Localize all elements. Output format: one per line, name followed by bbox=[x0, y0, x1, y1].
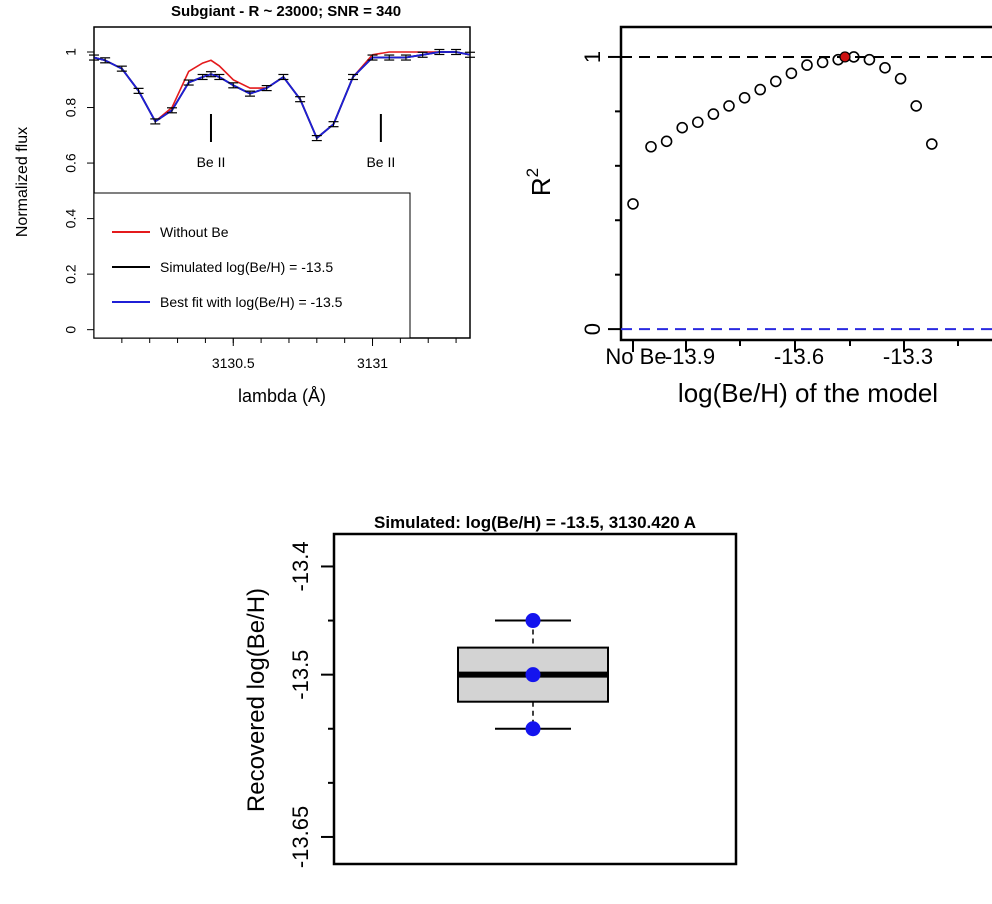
spectrum-y-axis: 0 0.2 0.4 0.6 0.8 1 bbox=[63, 48, 94, 334]
r2-point bbox=[676, 121, 689, 134]
recovered-point bbox=[525, 613, 541, 629]
legend-entry-best-fit: Best fit with log(Be/H) = -13.5 bbox=[160, 294, 343, 310]
y-tick-label: 0.4 bbox=[63, 209, 79, 229]
x-tick-label: No Be bbox=[605, 344, 666, 369]
r2-y-axis: 01 bbox=[580, 51, 621, 335]
r2-point bbox=[627, 198, 639, 210]
series-line-simulated bbox=[93, 51, 471, 140]
spectrum-x-axis: 3130.5 3131 bbox=[121, 338, 457, 371]
annotation-label: Be II bbox=[197, 154, 226, 170]
spectrum-legend: Without Be Simulated log(Be/H) = -13.5 B… bbox=[93, 192, 411, 339]
r2-point bbox=[801, 59, 813, 71]
series-line-without-be bbox=[93, 51, 471, 140]
r2-point bbox=[691, 116, 704, 129]
y-tick-label: -13.4 bbox=[288, 541, 313, 591]
r2-point bbox=[925, 138, 938, 150]
y-tick-label: 0.2 bbox=[63, 264, 79, 284]
legend-entry-simulated: Simulated log(Be/H) = -13.5 bbox=[160, 259, 333, 275]
r2-point bbox=[910, 100, 923, 112]
x-tick-label: 3130.5 bbox=[212, 355, 255, 371]
r2-point bbox=[816, 56, 829, 69]
r2-points bbox=[627, 51, 938, 210]
r2-point bbox=[879, 62, 891, 74]
r2-y-label: R2 bbox=[523, 168, 556, 196]
r2-point bbox=[894, 72, 907, 85]
r2-x-label: log(Be/H) of the model bbox=[678, 378, 938, 408]
y-tick-label: 0.8 bbox=[63, 98, 79, 118]
spectrum-observed-points bbox=[89, 48, 475, 142]
r2-point bbox=[754, 83, 767, 96]
y-tick-label: 0.6 bbox=[63, 153, 79, 173]
x-tick-label: -13.9 bbox=[665, 344, 715, 369]
y-tick-label: -13.65 bbox=[288, 806, 313, 868]
r2-point bbox=[660, 135, 673, 148]
y-tick-label: 0 bbox=[580, 323, 605, 335]
boxplot-y-axis: -13.4 -13.5 -13.65 bbox=[288, 541, 334, 868]
series-line-best-fit bbox=[93, 51, 471, 140]
r2-point bbox=[769, 75, 782, 88]
y-tick-label: 0 bbox=[63, 326, 79, 334]
spectrum-panel: Subgiant - R ~ 23000; SNR = 340 00.20.40… bbox=[14, 3, 475, 406]
spectrum-y-label: Normalized flux bbox=[14, 127, 31, 237]
r2-point bbox=[785, 67, 798, 80]
spectrum-title: Subgiant - R ~ 23000; SNR = 340 bbox=[171, 3, 401, 20]
r2-best-point bbox=[839, 51, 851, 63]
recovered-point bbox=[525, 721, 541, 737]
x-tick-label: 3131 bbox=[357, 355, 388, 371]
r2-frame bbox=[619, 25, 992, 342]
legend-entry-without-be: Without Be bbox=[160, 224, 229, 240]
y-tick-label: -13.5 bbox=[288, 650, 313, 700]
y-tick-label: 1 bbox=[63, 48, 79, 56]
boxplot-y-label: Recovered log(Be/H) bbox=[243, 588, 270, 812]
y-tick-label: 1 bbox=[580, 51, 605, 63]
r2-point bbox=[863, 53, 876, 66]
r2-reference-lines bbox=[621, 55, 992, 331]
boxplot-frame bbox=[332, 532, 738, 866]
r2-x-axis: No Be-13.9 -13.6 -13.3 bbox=[605, 340, 959, 369]
r2-point bbox=[738, 91, 751, 104]
r2-panel: 01 No Be-13.9 -13.6 -13.3 R2 log(Be/H) of … bbox=[523, 25, 992, 408]
boxplot-title: Simulated: log(Be/H) = -13.5, 3130.420 A bbox=[374, 513, 696, 532]
recovered-point bbox=[525, 667, 541, 683]
r2-point bbox=[645, 140, 657, 153]
spectrum-annotations: Be II Be II bbox=[197, 114, 395, 170]
boxplot-points bbox=[525, 613, 541, 737]
spectrum-series bbox=[93, 51, 471, 140]
r2-point bbox=[723, 100, 735, 112]
r2-point bbox=[707, 108, 720, 120]
x-tick-label: -13.3 bbox=[883, 344, 933, 369]
legend-box bbox=[93, 192, 411, 339]
annotation-label: Be II bbox=[366, 154, 395, 170]
boxplot-panel: Simulated: log(Be/H) = -13.5, 3130.420 A… bbox=[243, 513, 738, 868]
x-tick-label: -13.6 bbox=[774, 344, 824, 369]
spectrum-x-label: lambda (Å) bbox=[238, 386, 326, 406]
